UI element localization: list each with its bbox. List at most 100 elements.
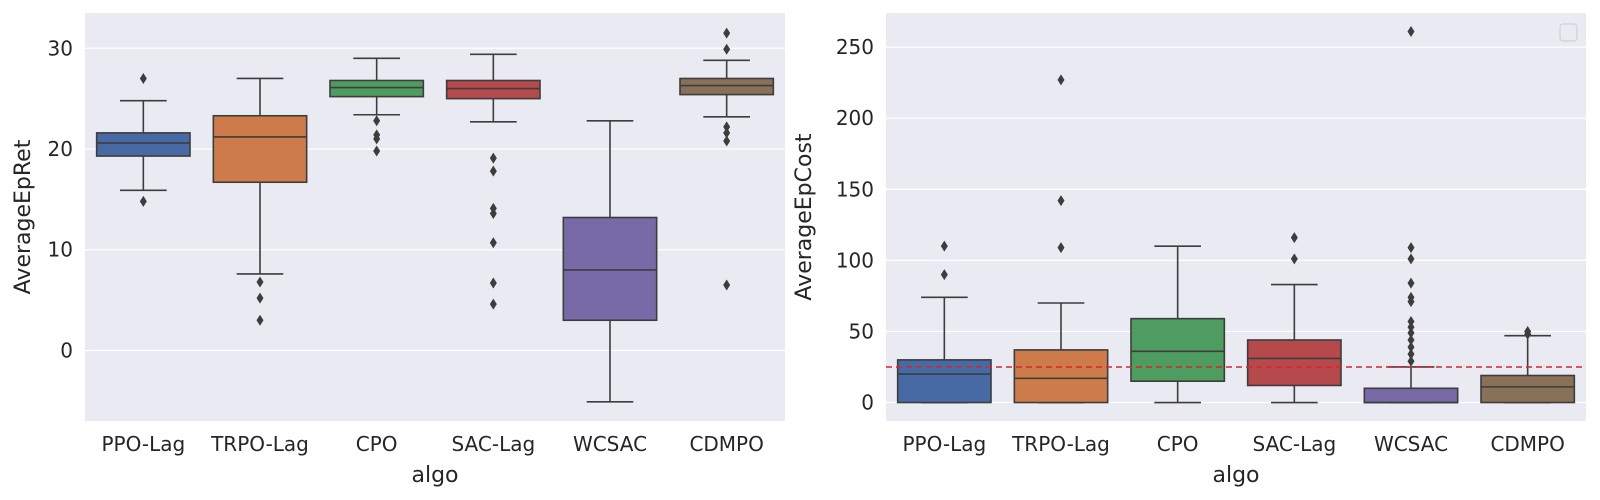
iqr-box — [329, 79, 425, 98]
outlier-point — [723, 279, 731, 291]
cost-x-tick-labels: PPO-Lag TRPO-Lag CPO SAC-Lag WCSAC CDMPO — [902, 432, 1564, 456]
ret-box-ppo-lag — [95, 72, 191, 207]
outlier-point — [1407, 296, 1415, 308]
ret-box-trpo-lag — [212, 77, 308, 326]
ret-y-tick-label: 0 — [60, 338, 73, 362]
outlier-point — [1407, 253, 1415, 265]
ret-y-tick-labels: 0 10 20 30 — [48, 36, 73, 362]
cost-boxes — [896, 25, 1576, 404]
outlier-point — [1407, 315, 1415, 327]
outlier-point — [489, 165, 497, 177]
cost-y-tick-label: 200 — [836, 106, 874, 130]
outlier-point — [1407, 25, 1415, 37]
iqr-box — [679, 77, 775, 96]
ret-y-tick-label: 10 — [48, 238, 73, 262]
outlier-point — [723, 127, 731, 139]
iqr-box — [1363, 387, 1459, 404]
ret-x-tick-label: PPO-Lag — [101, 432, 185, 456]
cost-box-ppo-lag — [896, 240, 992, 404]
outlier-point — [1290, 253, 1298, 265]
ret-box-wcsac — [562, 119, 658, 403]
outlier-point — [940, 240, 948, 252]
cost-box-trpo-lag — [1013, 74, 1109, 404]
outlier-point — [373, 133, 381, 145]
iqr-box — [1246, 339, 1342, 387]
outlier-point — [256, 314, 264, 326]
outlier-point — [723, 27, 731, 39]
ret-x-tick-label: SAC-Lag — [451, 432, 535, 456]
outlier-point — [139, 195, 147, 207]
cost-plot-area — [886, 13, 1586, 421]
ret-x-tick-labels: PPO-Lag TRPO-Lag CPO SAC-Lag WCSAC CDMPO — [101, 432, 763, 456]
cost-box-sac-lag — [1246, 232, 1342, 404]
cost-y-tick-label: 100 — [836, 248, 874, 272]
ret-plot-area — [85, 13, 785, 421]
outlier-point — [489, 207, 497, 219]
cost-x-tick-label: PPO-Lag — [902, 432, 986, 456]
outlier-point — [489, 277, 497, 289]
iqr-box — [1130, 317, 1226, 382]
ret-panel: PPO-Lag TRPO-Lag CPO SAC-Lag WCSAC CDMPO 0 10 2… — [11, 13, 785, 488]
ret-box-cpo — [329, 57, 425, 157]
ret-gridlines — [85, 47, 785, 352]
cost-x-tick-label: TRPO-Lag — [1011, 432, 1110, 456]
ret-x-tick-label: CPO — [356, 432, 398, 456]
ret-x-tick-label: WCSAC — [573, 432, 647, 456]
ret-y-tick-label: 20 — [48, 137, 73, 161]
cost-y-axis-label: AverageEpCost — [792, 133, 817, 300]
ret-boxes — [95, 27, 775, 403]
iqr-box — [1013, 349, 1109, 404]
outlier-point — [723, 43, 731, 55]
cost-gridlines — [886, 46, 1586, 404]
outlier-point — [723, 121, 731, 133]
iqr-box — [95, 132, 191, 157]
ret-x-tick-label: CDMPO — [689, 432, 763, 456]
outlier-point — [139, 72, 147, 84]
ret-y-axis-label: AverageEpRet — [11, 139, 36, 294]
outlier-point — [373, 145, 381, 157]
outlier-point — [1407, 348, 1415, 360]
ret-box-cdmpo — [679, 27, 775, 291]
outlier-point — [1057, 242, 1065, 254]
outlier-point — [1057, 195, 1065, 207]
cost-y-tick-label: 150 — [836, 177, 874, 201]
iqr-box — [562, 216, 658, 322]
outlier-point — [1407, 242, 1415, 254]
outlier-point — [723, 135, 731, 147]
outlier-point — [256, 292, 264, 304]
outlier-point — [373, 115, 381, 127]
outlier-point — [1407, 334, 1415, 346]
outlier-point — [1407, 327, 1415, 339]
iqr-box — [445, 79, 541, 100]
cost-y-tick-labels: 0 50 100 150 200 250 — [836, 35, 874, 414]
cost-x-tick-label: CPO — [1157, 432, 1199, 456]
cost-x-tick-label: SAC-Lag — [1252, 432, 1336, 456]
ret-x-axis-label: algo — [411, 463, 458, 488]
ret-box-sac-lag — [445, 53, 541, 310]
cost-box-cpo — [1130, 245, 1226, 404]
cost-y-tick-label: 250 — [836, 35, 874, 59]
cost-box-wcsac — [1363, 25, 1459, 404]
outlier-point — [1057, 74, 1065, 86]
outlier-point — [1407, 355, 1415, 367]
outlier-point — [1524, 328, 1532, 340]
outlier-point — [1407, 341, 1415, 353]
cost-x-tick-label: WCSAC — [1374, 432, 1448, 456]
cost-y-tick-label: 0 — [861, 391, 874, 415]
outlier-point — [489, 152, 497, 164]
iqr-box — [896, 359, 992, 404]
outlier-point — [1407, 321, 1415, 333]
cost-panel: PPO-Lag TRPO-Lag CPO SAC-Lag WCSAC CDMPO 0 50 1… — [792, 13, 1586, 488]
ret-x-tick-label: TRPO-Lag — [210, 432, 309, 456]
cost-legend-box — [1559, 23, 1578, 42]
outlier-point — [1407, 277, 1415, 289]
ret-y-tick-label: 30 — [48, 36, 73, 60]
cost-x-axis-label: algo — [1212, 463, 1259, 488]
outlier-point — [940, 269, 948, 281]
cost-y-tick-label: 50 — [849, 319, 874, 343]
outlier-point — [256, 276, 264, 288]
outlier-point — [1290, 232, 1298, 244]
iqr-box — [1480, 374, 1576, 404]
outlier-point — [489, 237, 497, 249]
